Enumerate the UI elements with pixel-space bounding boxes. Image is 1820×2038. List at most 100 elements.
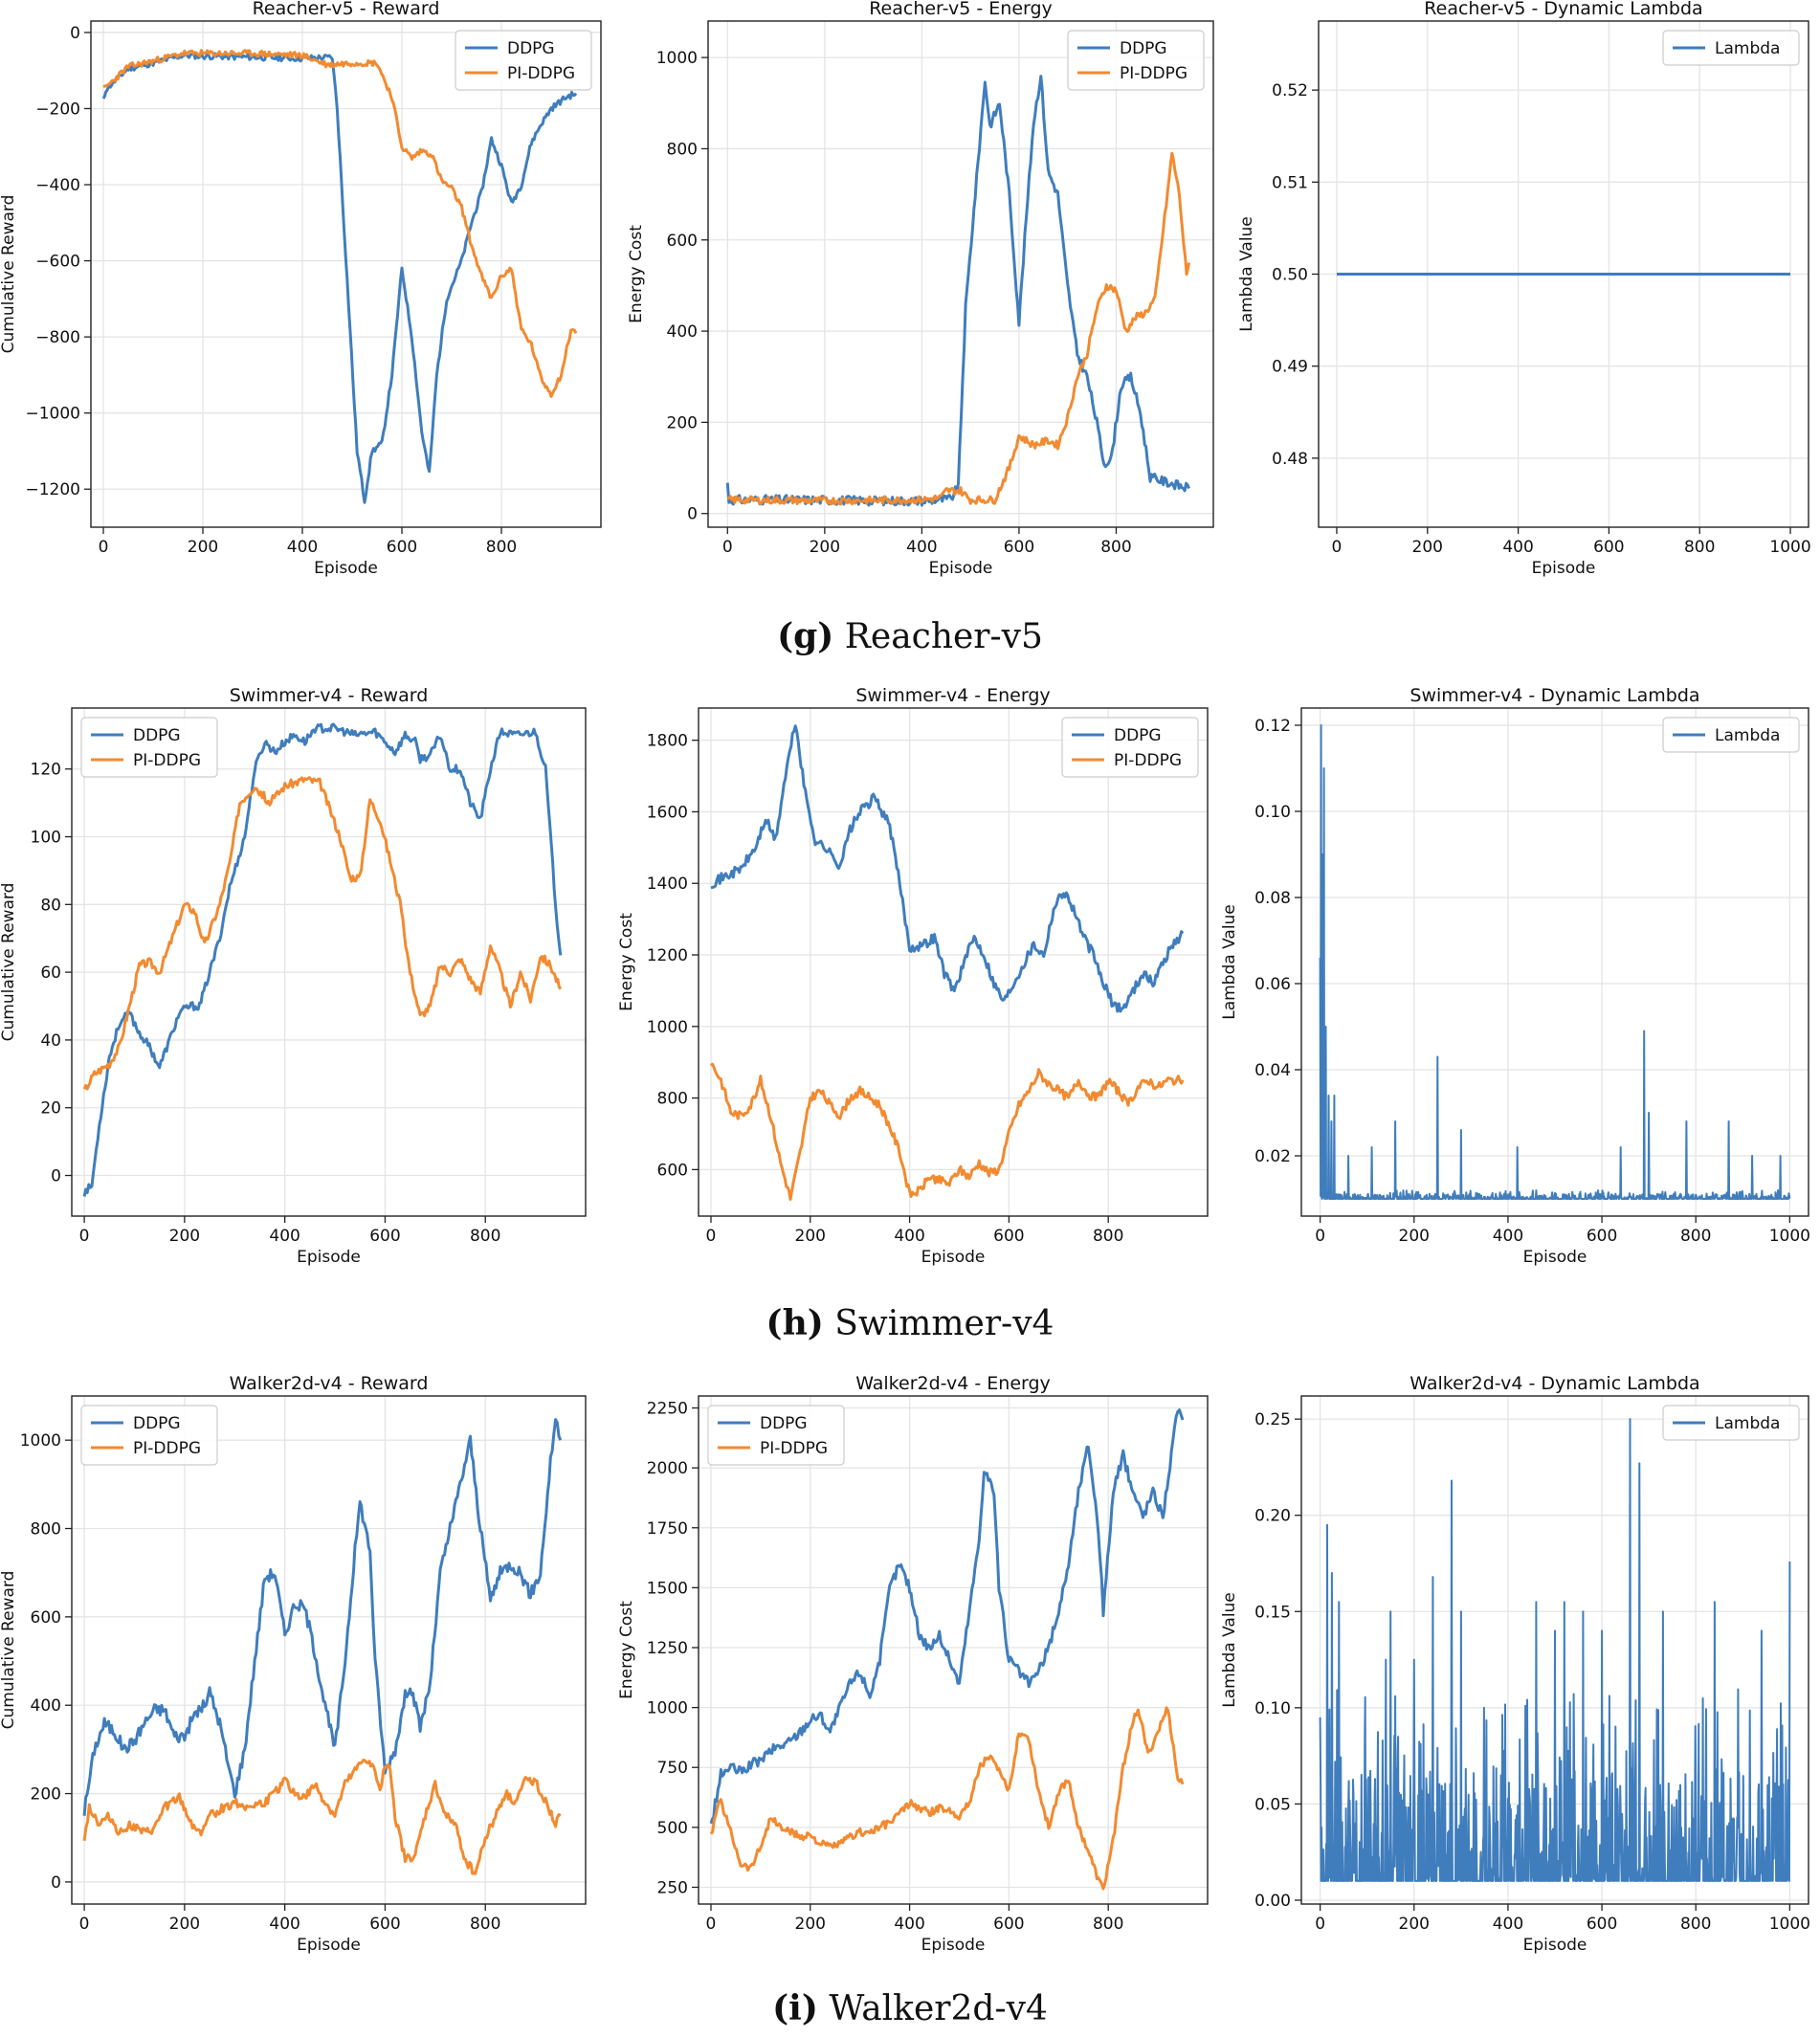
x-tick-label: 200 — [188, 538, 218, 557]
series-line-ddpg — [101, 52, 578, 504]
legend: Lambda — [1662, 717, 1800, 753]
y-tick-label: 1750 — [647, 1519, 688, 1539]
caption-text: Swimmer-v4 — [834, 1304, 1054, 1343]
x-tick-label: 1000 — [1769, 1915, 1810, 1934]
y-tick-label: 600 — [657, 1161, 688, 1180]
y-tick-label: 0 — [51, 1167, 61, 1186]
chart-swimmer-reward: 0 200 400 600 800 0 20 40 60 80 100 120 Swimmer-v4 -… — [0, 685, 587, 1267]
plot-area — [725, 75, 1191, 507]
y-axis-label: Lambda Value — [1220, 1592, 1239, 1708]
chart-title: Swimmer-v4 - Energy — [855, 685, 1050, 706]
caption-swimmer: (h) Swimmer-v4 — [0, 1303, 1820, 1343]
legend-label: Lambda — [1715, 39, 1780, 58]
x-tick-label: 0 — [99, 538, 109, 557]
y-tick-label: 0.06 — [1254, 975, 1291, 994]
y-tick-label: 1250 — [647, 1639, 688, 1658]
legend-box — [1662, 717, 1800, 753]
series-line-pi-ddpg — [82, 1758, 562, 1875]
y-tick-label: 0 — [51, 1873, 61, 1893]
y-tick-label: 0.08 — [1254, 889, 1291, 908]
y-tick-label: −800 — [35, 328, 80, 347]
x-tick-label: 400 — [894, 1915, 924, 1934]
y-tick-label: 0.49 — [1272, 358, 1308, 377]
y-tick-label: 60 — [40, 964, 61, 983]
y-tick-label: 1800 — [647, 732, 688, 751]
y-tick-label: 600 — [667, 232, 698, 251]
axes-frame — [71, 707, 587, 1217]
axes-frame — [698, 1395, 1209, 1905]
caption-walker: (i) Walker2d-v4 — [0, 1988, 1820, 2028]
y-tick-label: 800 — [657, 1090, 688, 1109]
y-tick-label: −400 — [35, 176, 80, 195]
chart-swimmer-lambda: 0 200 400 600 800 1000 0.02 0.04 0.06 0.08 0.10 0.1… — [1220, 685, 1810, 1267]
x-tick-label: 200 — [795, 1227, 826, 1246]
x-tick-label: 400 — [269, 1915, 300, 1934]
y-tick-label: 0.10 — [1254, 1699, 1291, 1718]
y-tick-label: 0.02 — [1254, 1147, 1291, 1166]
x-axis-label: Episode — [1523, 1936, 1587, 1955]
plot-area — [82, 1418, 563, 1875]
plot-area — [709, 724, 1185, 1201]
chart-reacher-reward: 0 200 400 600 800 −1200 −1000 −800 −600 −400 −200 0… — [0, 0, 602, 578]
x-axis-label: Episode — [1523, 1248, 1587, 1267]
caption-text: Reacher-v5 — [844, 617, 1043, 656]
legend-label: Lambda — [1715, 726, 1780, 745]
legend-label: PI-DDPG — [760, 1439, 828, 1458]
x-tick-label: 0 — [1315, 1227, 1325, 1246]
y-tick-label: −600 — [35, 253, 80, 272]
x-tick-label: 600 — [1587, 1227, 1617, 1246]
chart-title: Reacher-v5 - Dynamic Lambda — [1424, 0, 1702, 19]
x-tick-label: 400 — [287, 538, 318, 557]
x-tick-label: 800 — [1100, 538, 1131, 557]
legend: DDPG PI-DDPG — [1061, 717, 1199, 778]
y-tick-label: 0 — [687, 505, 698, 524]
x-tick-label: 200 — [1399, 1915, 1430, 1934]
legend-label: DDPG — [1120, 39, 1167, 58]
y-tick-label: 1000 — [647, 1699, 688, 1718]
y-tick-label: 400 — [31, 1696, 61, 1716]
legend: DDPG PI-DDPG — [80, 717, 218, 778]
series-line-ddpg — [82, 1418, 563, 1816]
legend-box — [80, 717, 218, 778]
y-tick-label: 100 — [31, 829, 61, 848]
y-tick-label: 1400 — [647, 875, 688, 894]
y-tick-label: 0.10 — [1254, 803, 1291, 822]
y-axis-label: Cumulative Reward — [0, 883, 18, 1042]
x-tick-label: 800 — [486, 538, 517, 557]
y-axis-label: Energy Cost — [617, 1601, 636, 1699]
x-tick-label: 200 — [795, 1915, 826, 1934]
x-tick-label: 200 — [810, 538, 840, 557]
legend-label: DDPG — [507, 39, 555, 58]
y-tick-label: 400 — [667, 322, 698, 342]
y-tick-label: 0 — [70, 24, 80, 43]
x-tick-label: 800 — [470, 1227, 500, 1246]
caption-letter: (g) — [777, 616, 834, 656]
y-tick-label: 0.04 — [1254, 1061, 1291, 1080]
y-tick-label: 800 — [31, 1520, 61, 1540]
x-tick-label: 0 — [722, 538, 733, 557]
y-tick-label: 200 — [31, 1785, 61, 1805]
legend-label: PI-DDPG — [133, 751, 201, 770]
y-tick-label: 0.48 — [1272, 450, 1308, 469]
x-tick-label: 800 — [1680, 1915, 1711, 1934]
legend-label: PI-DDPG — [1114, 751, 1182, 770]
x-tick-label: 400 — [269, 1227, 300, 1246]
x-tick-label: 600 — [369, 1227, 400, 1246]
x-tick-label: 400 — [906, 538, 937, 557]
y-tick-label: 0.00 — [1254, 1892, 1291, 1911]
series-line-pi-ddpg — [726, 151, 1191, 506]
x-tick-label: 800 — [470, 1915, 500, 1934]
y-tick-label: −1200 — [25, 480, 80, 499]
x-axis-label: Episode — [297, 1936, 361, 1955]
series-line-lambda — [1319, 724, 1791, 1200]
x-axis-label: Episode — [929, 559, 993, 578]
y-tick-label: 0.52 — [1272, 81, 1308, 100]
legend-label: DDPG — [133, 1414, 181, 1433]
chart-reacher-energy: 0 200 400 600 800 0 200 400 600 800 1000 Reacher-v5… — [627, 0, 1214, 578]
axes-frame — [71, 1395, 587, 1905]
y-axis-label: Lambda Value — [1220, 904, 1239, 1020]
y-tick-label: 1500 — [647, 1579, 688, 1598]
x-tick-label: 600 — [993, 1915, 1024, 1934]
y-tick-label: 750 — [657, 1759, 688, 1778]
